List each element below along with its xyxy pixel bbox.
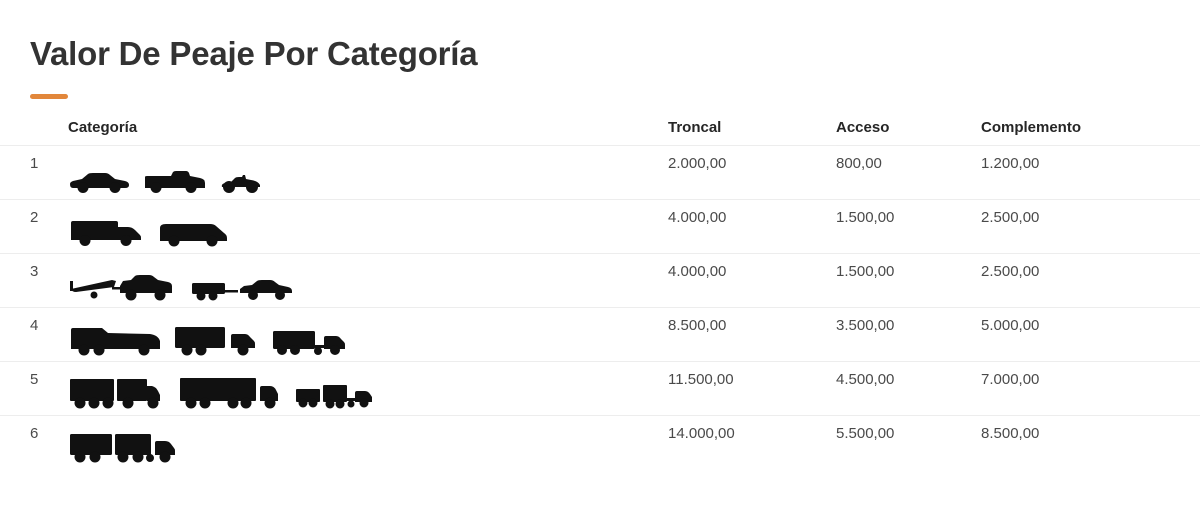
category-number: 5 bbox=[30, 370, 39, 388]
troncal-value: 8.500,00 bbox=[668, 316, 727, 334]
category-number: 2 bbox=[30, 208, 39, 226]
table-row: 3 bbox=[0, 254, 1200, 308]
acceso-value: 1.500,00 bbox=[836, 262, 895, 280]
category-icons bbox=[68, 362, 668, 415]
acceso-value: 4.500,00 bbox=[836, 370, 895, 388]
long-semi-trailer-truck-icon bbox=[178, 376, 284, 410]
table-row: 2 4.000,00 1.500,00 2.500,00 bbox=[0, 200, 1200, 254]
complemento-value: 7.000,00 bbox=[981, 370, 1040, 388]
acceso-value: 3.500,00 bbox=[836, 316, 895, 334]
rigid-truck-icon bbox=[68, 324, 163, 356]
troncal-value: 4.000,00 bbox=[668, 208, 727, 226]
sedan-car-icon bbox=[68, 170, 132, 194]
complemento-value: 2.500,00 bbox=[981, 262, 1040, 280]
semi-trailer-truck-icon bbox=[68, 376, 168, 410]
category-icons bbox=[68, 254, 668, 307]
troncal-value: 11.500,00 bbox=[668, 370, 734, 388]
table-row: 6 14.000,00 5.500,00 8.500,00 bbox=[0, 416, 1200, 470]
category-icons bbox=[68, 308, 668, 361]
car-with-boat-trailer-icon bbox=[68, 270, 180, 302]
toll-table: Categoría Troncal Acceso Complemento 1 bbox=[0, 99, 1200, 470]
category-icons bbox=[68, 200, 668, 253]
table-row: 1 2.000,00 800,00 bbox=[0, 146, 1200, 200]
complemento-value: 5.000,00 bbox=[981, 316, 1040, 334]
column-header-troncal: Troncal bbox=[668, 118, 722, 136]
van-icon bbox=[158, 220, 230, 248]
acceso-value: 800,00 bbox=[836, 154, 882, 172]
category-number: 3 bbox=[30, 262, 39, 280]
column-header-complemento: Complemento bbox=[981, 118, 1082, 136]
column-header-acceso: Acceso bbox=[836, 118, 890, 136]
troncal-value: 4.000,00 bbox=[668, 262, 727, 280]
truck-with-trailer-icon bbox=[271, 326, 353, 356]
complemento-value: 1.200,00 bbox=[981, 154, 1040, 172]
truck-with-cab-icon bbox=[173, 324, 261, 356]
category-number: 4 bbox=[30, 316, 39, 334]
articulated-truck-icon bbox=[294, 380, 382, 410]
troncal-value: 2.000,00 bbox=[668, 154, 727, 172]
category-number: 1 bbox=[30, 154, 39, 172]
accent-bar bbox=[30, 93, 68, 99]
category-icons bbox=[68, 416, 668, 470]
acceso-value: 5.500,00 bbox=[836, 424, 895, 442]
pickup-truck-icon bbox=[142, 168, 208, 194]
box-truck-icon bbox=[68, 218, 148, 248]
table-row: 5 bbox=[0, 362, 1200, 416]
category-number: 6 bbox=[30, 424, 39, 442]
road-train-icon bbox=[68, 431, 184, 465]
atv-icon bbox=[218, 172, 264, 194]
car-with-cargo-trailer-icon bbox=[190, 276, 296, 302]
complemento-value: 2.500,00 bbox=[981, 208, 1040, 226]
column-header-categoria: Categoría bbox=[68, 118, 138, 136]
acceso-value: 1.500,00 bbox=[836, 208, 895, 226]
category-icons bbox=[68, 146, 668, 199]
page-title: Valor De Peaje Por Categoría bbox=[30, 35, 478, 72]
table-header-row: Categoría Troncal Acceso Complemento bbox=[0, 99, 1200, 146]
table-row: 4 bbox=[0, 308, 1200, 362]
complemento-value: 8.500,00 bbox=[981, 424, 1040, 442]
troncal-value: 14.000,00 bbox=[668, 424, 735, 442]
